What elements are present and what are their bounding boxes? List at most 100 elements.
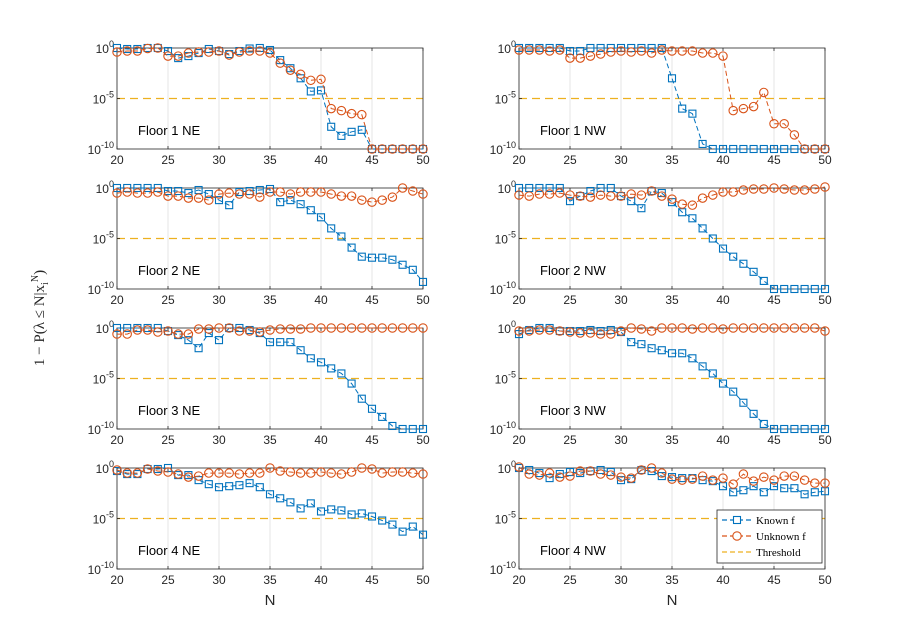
data-point-unknown — [667, 46, 677, 56]
data-point-unknown — [820, 326, 830, 336]
data-point-known — [112, 323, 122, 333]
data-point-known — [800, 144, 809, 154]
y-tick-base: 10 — [498, 462, 512, 476]
data-point-known — [729, 144, 738, 154]
data-point-unknown — [265, 48, 275, 58]
data-point-known — [388, 421, 397, 431]
data-point-unknown — [173, 191, 183, 201]
data-point-known — [367, 144, 377, 154]
data-point-unknown — [408, 468, 418, 478]
data-point-unknown — [789, 471, 800, 481]
data-point-known — [749, 267, 758, 276]
series-unknown — [514, 45, 830, 154]
y-tick-base: 10 — [490, 423, 504, 437]
data-point-known — [398, 260, 407, 269]
data-point-known — [306, 354, 315, 363]
series-line — [519, 327, 826, 335]
series-unknown — [514, 323, 830, 339]
y-tick-label: 10-10 — [88, 420, 114, 437]
data-point-known — [316, 507, 326, 516]
data-point-known — [225, 482, 234, 491]
data-point-unknown — [544, 189, 555, 199]
data-point-unknown — [514, 45, 524, 55]
y-tick-base: 10 — [96, 182, 110, 196]
data-point-unknown — [285, 65, 296, 75]
data-point-known — [255, 483, 264, 492]
data-point-unknown — [387, 144, 398, 154]
data-point-known — [565, 46, 575, 56]
data-point-known — [749, 482, 758, 491]
y-tick-base: 10 — [93, 373, 107, 387]
data-point-unknown — [789, 323, 800, 333]
data-point-unknown — [112, 188, 122, 198]
data-point-unknown — [810, 184, 820, 194]
data-point-known — [143, 183, 152, 193]
data-point-unknown — [575, 191, 585, 201]
data-point-unknown — [544, 46, 555, 56]
data-point-known — [306, 206, 315, 215]
data-point-known — [790, 284, 799, 294]
data-point-known — [820, 284, 830, 294]
y-tick-exponent: 0 — [109, 179, 114, 189]
series-line — [116, 187, 424, 203]
legend: Known f Unknown f Threshold — [716, 509, 823, 564]
data-point-unknown — [820, 144, 830, 154]
data-point-unknown — [718, 324, 728, 334]
x-tick-label: 25 — [161, 293, 175, 307]
data-point-known — [296, 200, 305, 209]
data-point-unknown — [636, 324, 647, 334]
data-point-known — [688, 214, 697, 223]
data-point-known — [780, 424, 789, 434]
data-point-known — [378, 516, 387, 525]
y-tick-exponent: -10 — [101, 140, 114, 150]
legend-entry-label: Unknown f — [756, 531, 806, 543]
y-tick-label: 100 — [498, 459, 516, 476]
data-point-known — [184, 336, 193, 345]
data-point-known — [327, 224, 336, 233]
data-point-unknown — [214, 189, 224, 199]
data-point-unknown — [769, 323, 779, 333]
data-point-unknown — [626, 47, 636, 57]
data-point-unknown — [142, 464, 153, 474]
data-point-known — [265, 490, 275, 499]
data-point-known — [347, 243, 356, 252]
panel-title: Floor 3 NE — [138, 403, 200, 418]
data-point-known — [586, 186, 595, 196]
y-tick-exponent: -5 — [106, 370, 114, 380]
data-point-known — [184, 189, 193, 198]
x-tick-label: 25 — [563, 153, 577, 167]
panel-title: Floor 2 NW — [540, 263, 606, 278]
data-point-known — [698, 139, 707, 148]
y-tick-exponent: -10 — [503, 280, 516, 290]
data-point-unknown — [677, 323, 687, 333]
data-point-known — [306, 87, 315, 96]
y-tick-label: 100 — [498, 179, 516, 196]
data-point-unknown — [306, 468, 316, 478]
series-line — [117, 327, 423, 335]
data-point-unknown — [595, 469, 606, 479]
data-point-known — [596, 43, 605, 53]
data-point-known — [204, 480, 213, 489]
data-point-unknown — [367, 323, 377, 333]
y-tick-base: 10 — [93, 513, 107, 527]
data-point-known — [367, 404, 377, 413]
y-tick-exponent: 0 — [109, 319, 114, 329]
panel-title: Floor 4 NW — [540, 543, 606, 558]
data-point-unknown — [397, 183, 408, 193]
data-point-known — [810, 424, 819, 434]
data-point-known — [265, 338, 275, 347]
x-tick-label: 30 — [212, 433, 226, 447]
x-tick-label: 45 — [767, 433, 781, 447]
y-tick-exponent: -10 — [101, 420, 114, 430]
data-point-unknown — [346, 323, 357, 333]
data-point-unknown — [214, 46, 224, 56]
data-point-known — [286, 338, 295, 347]
data-point-known — [708, 234, 717, 243]
series-unknown — [112, 43, 428, 154]
x-tick-label: 50 — [416, 293, 430, 307]
data-point-unknown — [514, 190, 524, 200]
data-point-known — [514, 183, 524, 193]
data-point-unknown — [565, 190, 575, 200]
